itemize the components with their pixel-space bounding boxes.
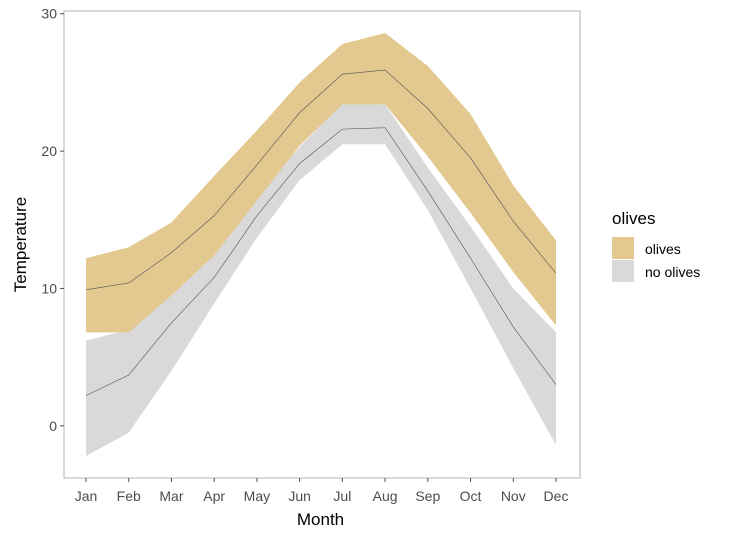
legend-key-olives [612, 237, 634, 259]
x-tick-label: Nov [501, 488, 526, 504]
legend: olives olives no olives [612, 209, 700, 282]
plot-panel [63, 10, 581, 479]
x-tick-label: Jun [288, 488, 311, 504]
x-tick-label: Jan [75, 488, 98, 504]
ribbon-olives [86, 32, 556, 333]
legend-title: olives [612, 209, 655, 228]
x-tick-label: Apr [203, 488, 225, 504]
x-tick-label: Aug [373, 488, 398, 504]
x-tick-label: Sep [415, 488, 440, 504]
y-axis: 0 10 20 30 [41, 6, 64, 434]
x-tick-label: May [244, 488, 270, 504]
x-tick-label: Feb [117, 488, 141, 504]
mean-line-olives [85, 69, 557, 291]
y-tick-label: 30 [41, 6, 57, 22]
x-tick-label: Oct [460, 488, 482, 504]
x-axis-title: Month [297, 510, 344, 529]
x-tick-label: Jul [333, 488, 351, 504]
y-tick-label: 0 [49, 418, 57, 434]
y-axis-title: Temperature [11, 197, 30, 292]
legend-key-no-olives [612, 260, 634, 282]
y-tick-label: 10 [41, 280, 57, 296]
legend-label: no olives [645, 264, 700, 280]
panel-border [63, 10, 581, 479]
mean-line-no-olives [85, 127, 557, 396]
x-tick-label: Dec [544, 488, 569, 504]
x-tick-label: Mar [159, 488, 183, 504]
y-tick-label: 20 [41, 143, 57, 159]
x-axis: Jan Feb Mar Apr May Jun Jul Aug Sep Oct Nov Dec [75, 478, 569, 504]
legend-label: olives [645, 241, 681, 257]
ribbon-no-olives [86, 103, 556, 457]
